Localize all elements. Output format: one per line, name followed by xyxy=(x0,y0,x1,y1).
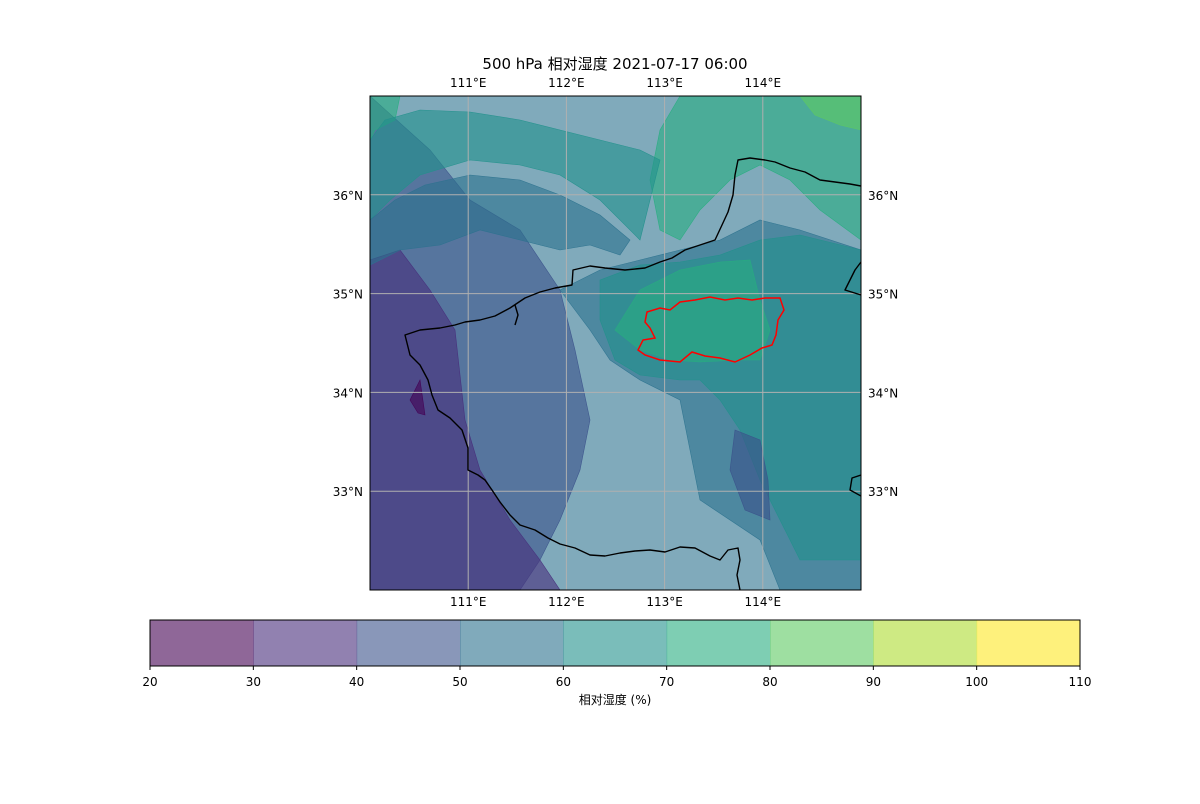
longitude-tick-label: 112°E xyxy=(548,76,585,90)
colorbar-tick-label: 60 xyxy=(556,675,571,689)
colorbar-segment xyxy=(563,620,668,666)
colorbar-tick-label: 20 xyxy=(142,675,157,689)
colorbar-tick-label: 40 xyxy=(349,675,364,689)
latitude-tick-label: 35°N xyxy=(868,288,898,302)
colorbar-segment xyxy=(253,620,358,666)
province-border xyxy=(514,304,519,326)
contour-band xyxy=(729,429,771,521)
contour-band xyxy=(370,174,631,266)
province-borders xyxy=(404,157,861,590)
longitude-tick-label: 112°E xyxy=(548,595,585,609)
colorbar-tick-label: 100 xyxy=(965,675,988,689)
latitude-tick-label: 36°N xyxy=(868,189,898,203)
colorbar-frame xyxy=(149,619,1081,667)
humidity-contours xyxy=(370,96,861,590)
colorbar: 20 30 40 50 60 70 80 90 100 110 xyxy=(142,619,1092,689)
map-frame xyxy=(369,95,862,591)
province-border xyxy=(849,474,861,497)
longitude-tick-label: 114°E xyxy=(745,76,782,90)
latitude-tick-label: 35°N xyxy=(333,288,363,302)
longitude-tick-label: 113°E xyxy=(646,595,683,609)
map-title: 500 hPa 相对湿度 2021-07-17 06:00 xyxy=(482,55,747,73)
colorbar-tick-label: 50 xyxy=(452,675,467,689)
latitude-tick-label: 34°N xyxy=(333,386,363,400)
colorbar-tick-label: 110 xyxy=(1069,675,1092,689)
longitude-tick-label: 113°E xyxy=(646,76,683,90)
map-area xyxy=(370,96,861,590)
colorbar-segment xyxy=(150,620,254,666)
contour-band xyxy=(370,109,661,241)
longitude-tick-label: 111°E xyxy=(450,595,487,609)
province-border xyxy=(844,261,861,296)
latitude-tick-label: 33°N xyxy=(333,485,363,499)
latitude-tick-label: 33°N xyxy=(868,485,898,499)
colorbar-tick-label: 90 xyxy=(866,675,881,689)
latitude-tick-label: 34°N xyxy=(868,386,898,400)
colorbar-segment xyxy=(356,620,461,666)
colorbar-tick-label: 80 xyxy=(762,675,777,689)
province-border xyxy=(404,157,861,590)
latitude-labels: 36°N 36°N 35°N 35°N 34°N 34°N 33°N 33°N xyxy=(333,189,899,499)
colorbar-tick-label: 70 xyxy=(659,675,674,689)
colorbar-tick-label: 30 xyxy=(246,675,261,689)
colorbar-segment xyxy=(460,620,564,666)
longitude-tick-label: 111°E xyxy=(450,76,487,90)
highlighted-region xyxy=(637,296,785,363)
colorbar-segment xyxy=(770,620,874,666)
colorbar-segment xyxy=(666,620,771,666)
longitude-labels: 111°E 111°E 112°E 112°E 113°E 113°E 114°E 114°E xyxy=(450,76,781,609)
longitude-tick-label: 114°E xyxy=(745,595,782,609)
colorbar-segment xyxy=(976,620,1081,666)
colorbar-segment xyxy=(873,620,978,666)
map-gridlines xyxy=(370,96,861,590)
latitude-tick-label: 36°N xyxy=(333,189,363,203)
contour-band xyxy=(370,249,561,590)
contour-band xyxy=(409,379,426,416)
contour-band xyxy=(799,96,861,131)
colorbar-label: 相对湿度 (%) xyxy=(579,692,652,707)
highlighted-region-outline xyxy=(637,296,785,363)
